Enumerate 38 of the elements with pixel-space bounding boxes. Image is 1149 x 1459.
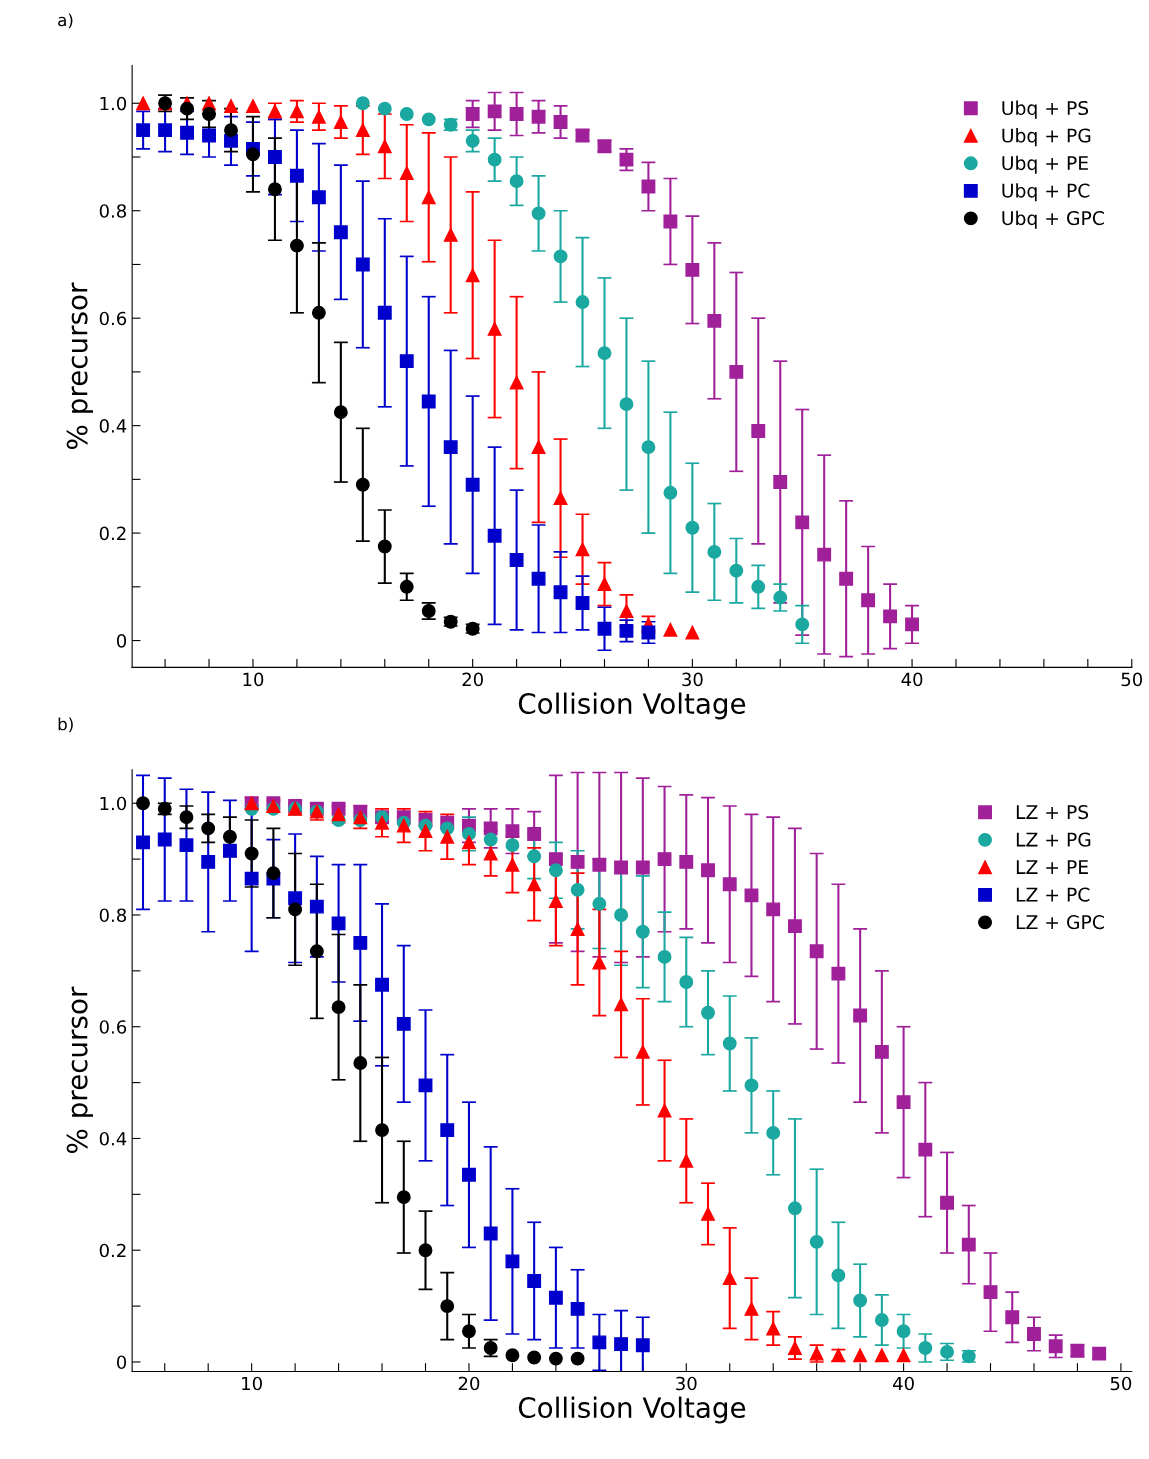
y-tick-label: 1.0: [100, 796, 127, 811]
x-tick-label: 30: [682, 672, 703, 687]
x-tick-label: 10: [243, 672, 264, 687]
y-tick-label: 0.2: [99, 1243, 126, 1258]
legend-label: LZ + PC: [1016, 887, 1090, 902]
y-tick-label: 0.4: [99, 419, 127, 433]
y-tick-label: 0.8: [99, 908, 127, 923]
legend-label: Ubq + GPC: [1002, 210, 1104, 229]
y-tick-label: 0: [116, 634, 127, 648]
y-tick-label: 1.0: [100, 96, 127, 111]
legend-label: Ubq + PS: [1002, 100, 1089, 119]
x-tick-label: 10: [242, 1376, 262, 1391]
y-tick-label: 0.8: [99, 204, 127, 218]
y-tick-label: 0.2: [99, 526, 126, 541]
x-tick-label: 20: [462, 672, 483, 687]
y-tick-label: 0.4: [99, 1131, 127, 1146]
x-tick-label: 50: [1110, 1376, 1132, 1391]
legend-label: LZ + PG: [1016, 832, 1091, 847]
x-axis-title: Collision Voltage: [518, 692, 746, 720]
x-tick-label: 40: [892, 1376, 914, 1391]
x-axis-title: Collision Voltage: [518, 1396, 746, 1424]
text: b): [58, 717, 73, 733]
legend-label: LZ + PE: [1016, 860, 1088, 874]
y-tick-label: 0.6: [99, 1020, 127, 1034]
text: a): [58, 13, 73, 29]
x-tick-label: 30: [676, 1376, 697, 1391]
y-axis-title: % precursor: [66, 282, 93, 449]
legend-label: Ubq + PE: [1002, 155, 1088, 174]
x-tick-label: 40: [901, 672, 923, 687]
x-tick-label: 20: [458, 1376, 480, 1391]
legend-label: Ubq + PC: [1002, 183, 1090, 202]
y-axis-title: % precursor: [66, 986, 93, 1154]
legend-label: Ubq + PG: [1002, 128, 1091, 147]
y-tick-label: 0.6: [99, 311, 127, 326]
legend-label: LZ + PS: [1016, 804, 1089, 820]
legend-label: LZ + GPC: [1016, 915, 1104, 930]
x-tick-label: 50: [1121, 672, 1143, 687]
y-tick-label: 0: [116, 1355, 127, 1370]
